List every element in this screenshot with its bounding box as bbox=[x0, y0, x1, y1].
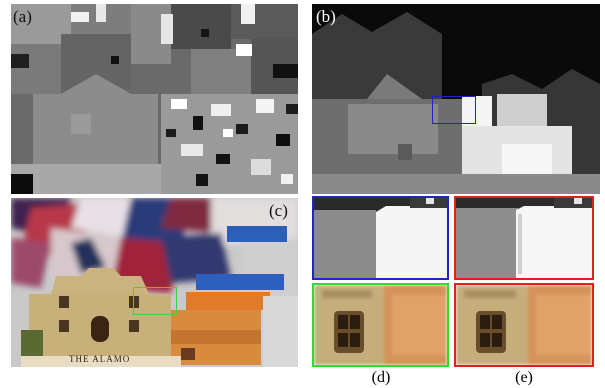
panel-c-color-image: THE ALAMO (c) bbox=[11, 198, 298, 367]
panel-b-zoom-box-blue bbox=[432, 96, 476, 124]
panel-c-sign-text: THE ALAMO bbox=[69, 354, 131, 364]
panel-b-refined-depth-map: (b) bbox=[312, 4, 600, 194]
panel-b-image bbox=[312, 4, 600, 194]
panel-e-color-zoom bbox=[454, 283, 594, 367]
panel-c-image bbox=[11, 198, 298, 367]
panel-a-label: (a) bbox=[13, 7, 32, 26]
panel-a-noisy-depth-map: (a) bbox=[11, 4, 298, 194]
panel-b-label: (b) bbox=[316, 7, 336, 26]
panel-e-depth-zoom bbox=[454, 196, 594, 280]
panel-c-label: (c) bbox=[269, 201, 288, 220]
panel-e-color-image bbox=[456, 285, 592, 365]
panel-c-zoom-box-green bbox=[133, 287, 177, 315]
panel-d-color-zoom bbox=[312, 283, 449, 367]
panel-a-image bbox=[11, 4, 298, 194]
panel-e-depth-image bbox=[456, 198, 592, 278]
panel-d-depth-image bbox=[314, 198, 447, 278]
panel-d-color-image bbox=[314, 285, 447, 365]
panel-d-depth-zoom bbox=[312, 196, 449, 280]
caption-d: (d) bbox=[371, 369, 391, 386]
caption-e: (e) bbox=[515, 369, 533, 386]
